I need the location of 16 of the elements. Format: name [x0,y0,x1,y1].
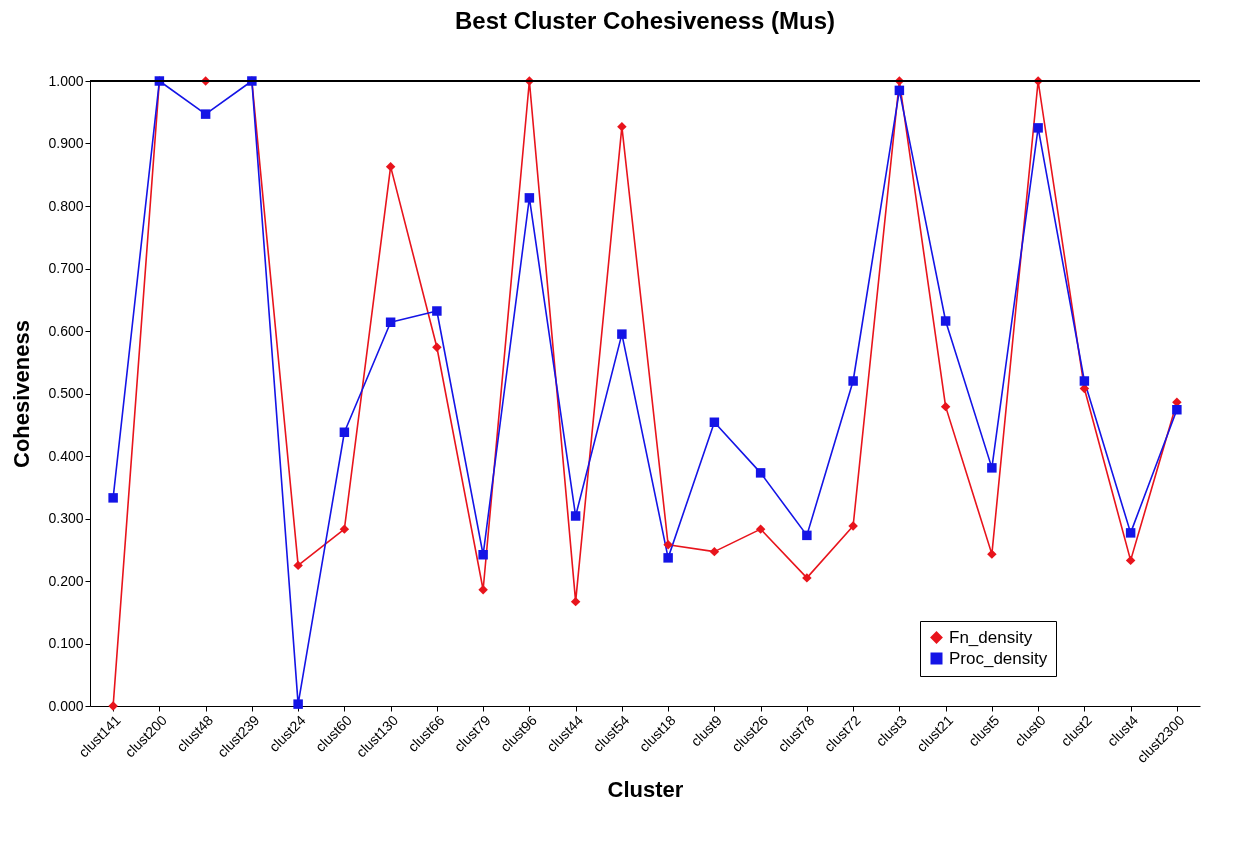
y-tick-label: 0.300 [48,510,84,526]
legend-label: Proc_density [949,648,1048,668]
y-tick-label: 0.500 [48,385,84,401]
y-tick-label: 0.100 [48,635,84,651]
y-tick-label: 0.900 [48,135,84,151]
y-tick-label: 0.000 [48,697,84,714]
chart-title: Best Cluster Cohesiveness (Mus) [454,7,836,34]
y-tick-label: 0.400 [48,447,84,464]
y-axis-title: Cohesiveness [9,320,35,468]
y-tick-label: 1.000 [48,72,84,89]
x-axis-title: Cluster [607,776,684,802]
y-tick-label: 0.600 [48,322,84,339]
y-tick-label: 0.200 [48,572,84,589]
y-tick-label: 0.800 [48,197,84,214]
y-tick-label: 0.700 [48,260,84,276]
legend-label: Fn_density [949,627,1033,647]
